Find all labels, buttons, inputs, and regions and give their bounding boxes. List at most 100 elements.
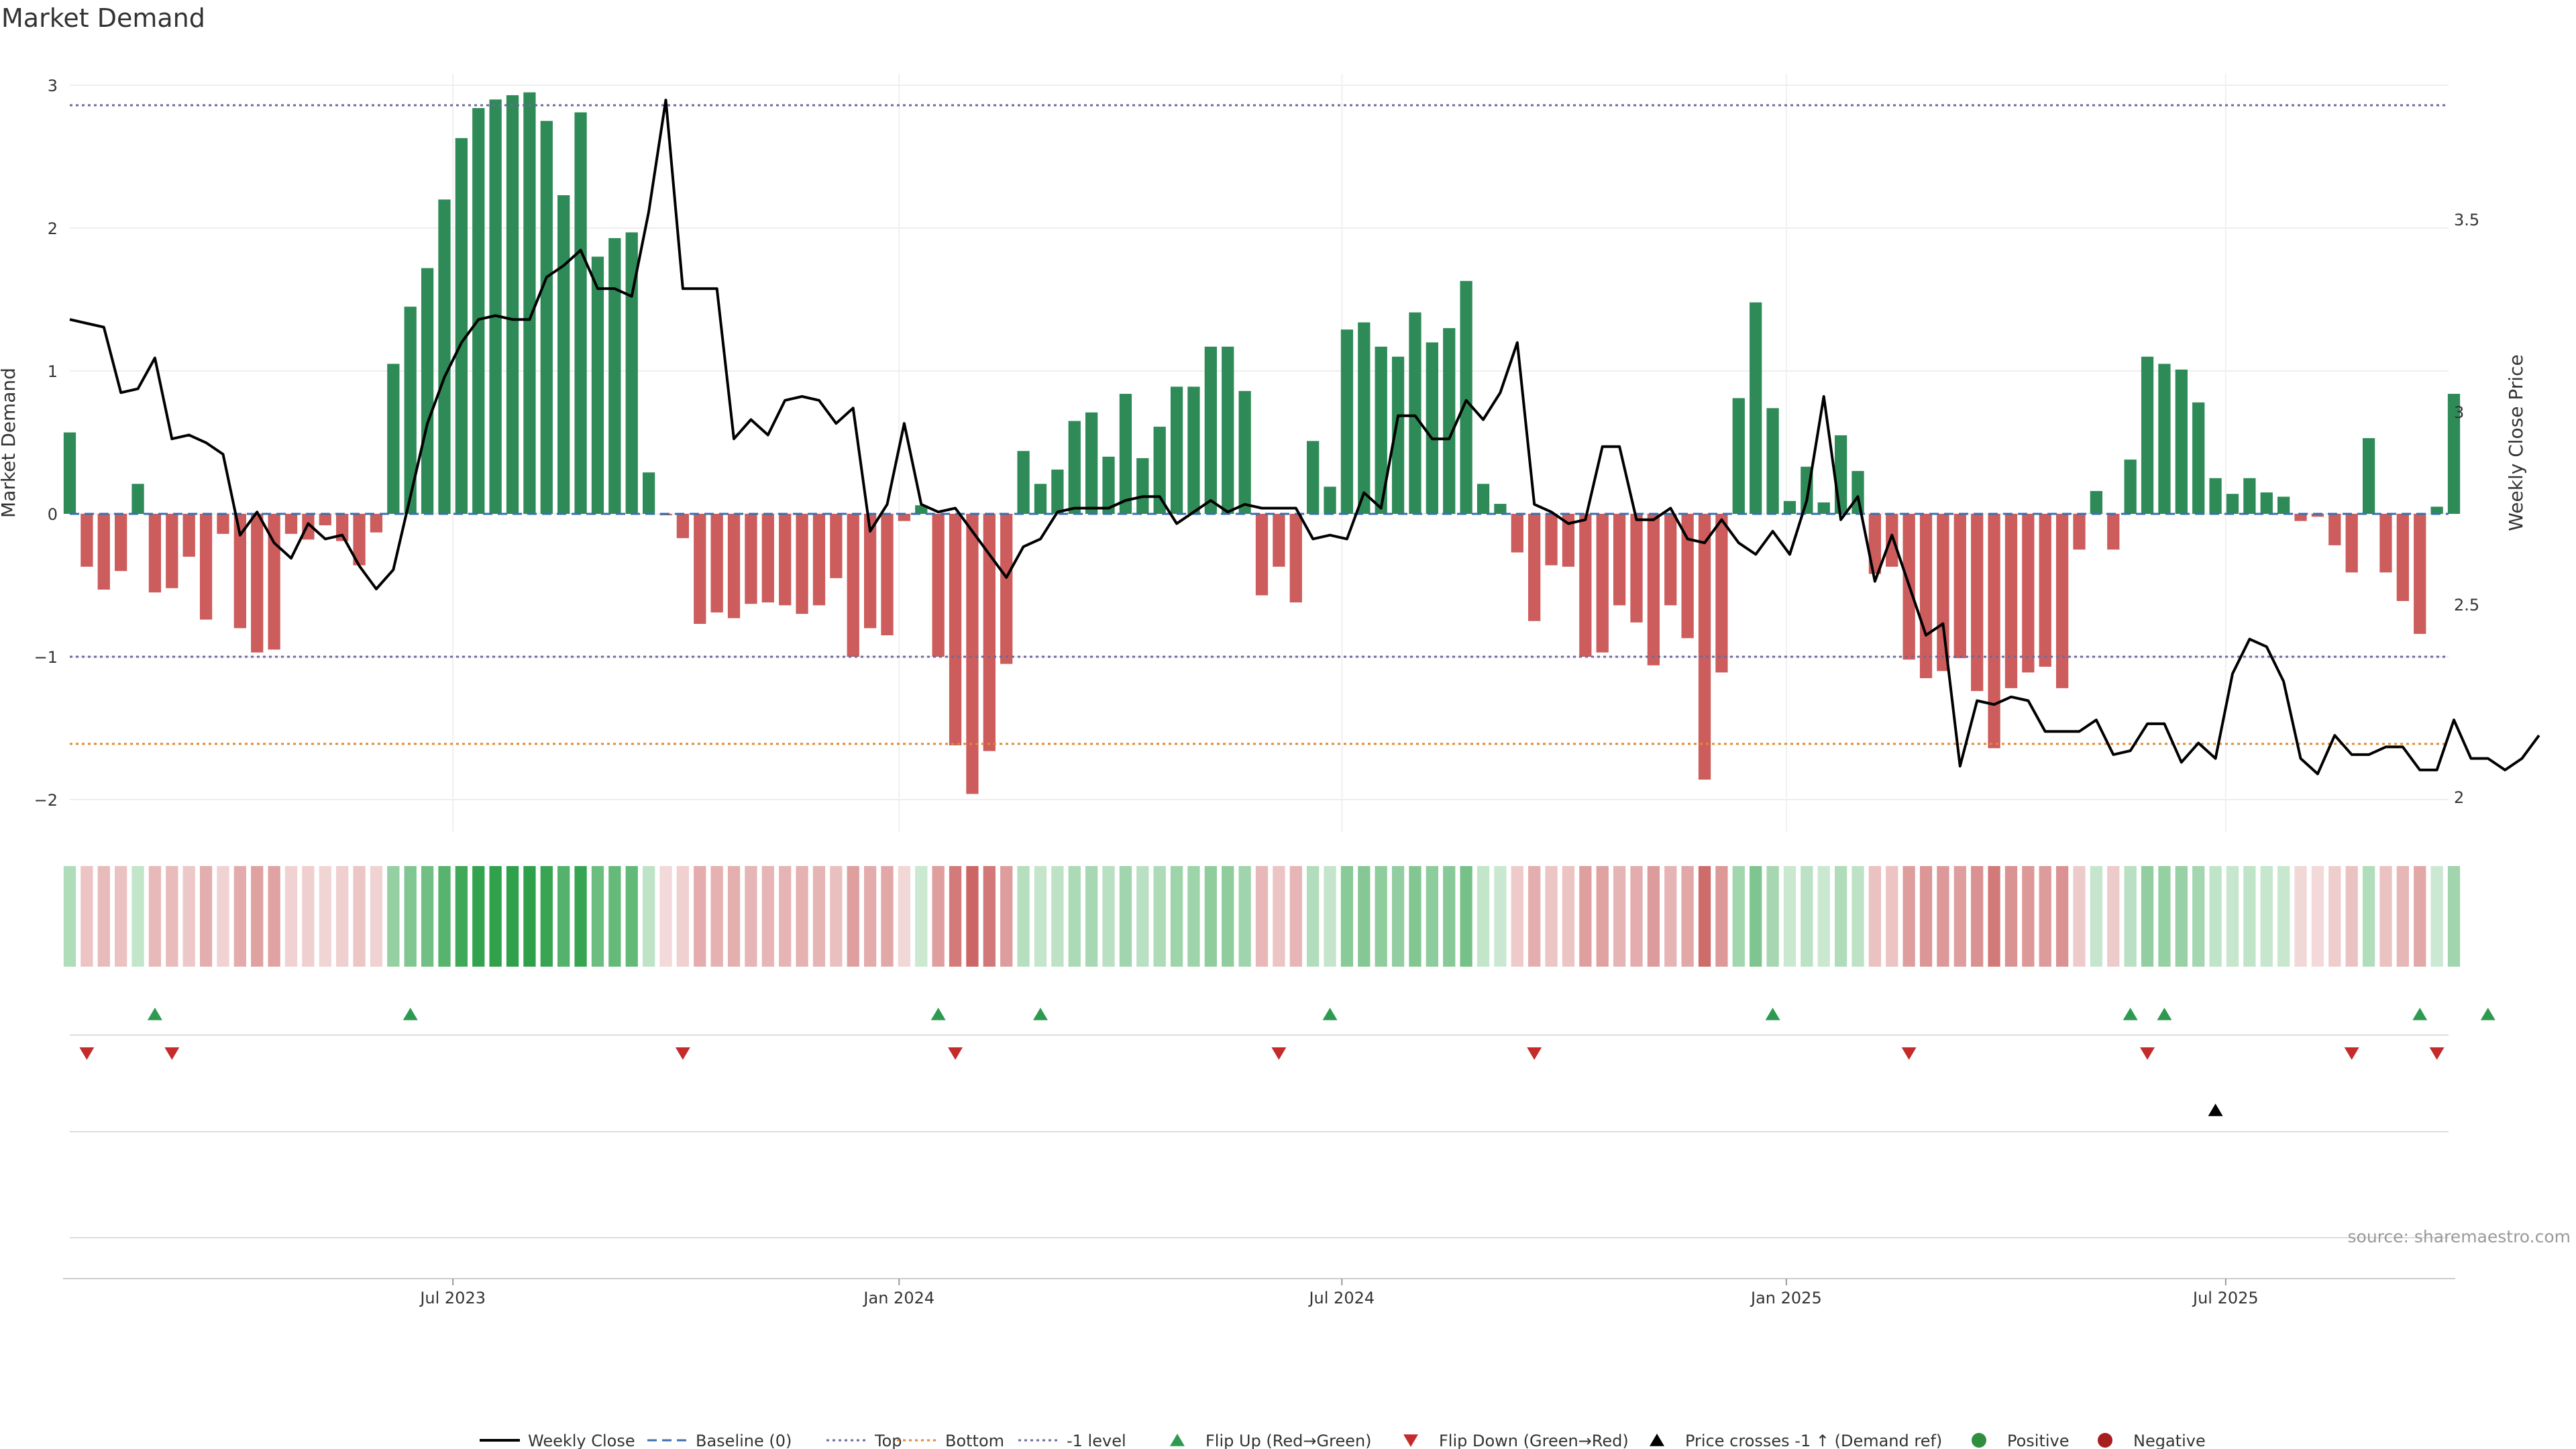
heat-cell xyxy=(608,866,621,967)
heat-cell xyxy=(1834,866,1847,967)
demand-bar xyxy=(97,514,110,590)
demand-bar xyxy=(898,514,911,521)
demand-bar xyxy=(949,514,962,746)
heat-cell xyxy=(1426,866,1438,967)
y-axis-label: Market Demand xyxy=(0,368,19,518)
heat-cell xyxy=(1732,866,1745,967)
demand-bar xyxy=(540,121,553,514)
heat-cell xyxy=(574,866,587,967)
heat-cell xyxy=(131,866,144,967)
demand-bar xyxy=(2328,514,2341,545)
demand-bar xyxy=(1732,398,1745,514)
demand-bar xyxy=(1528,514,1541,621)
heat-cell xyxy=(1170,866,1183,967)
demand-bar xyxy=(1358,322,1371,514)
y-tick-label: 0 xyxy=(48,505,58,524)
demand-bar xyxy=(2141,356,2154,514)
heat-cell xyxy=(932,866,945,967)
demand-bar xyxy=(489,99,502,515)
heat-cell xyxy=(2022,866,2035,967)
heat-cell xyxy=(676,866,690,967)
demand-bar xyxy=(966,514,979,794)
legend-item: Top xyxy=(826,1432,902,1449)
heat-cell xyxy=(2277,866,2290,967)
demand-bar xyxy=(1937,514,1949,672)
demand-bar xyxy=(1153,427,1166,514)
demand-bar xyxy=(2311,514,2324,517)
heat-cell xyxy=(1766,866,1779,967)
legend: Weekly Close Baseline (0) Top Bottom -1 leve… xyxy=(480,1432,2206,1449)
demand-bar xyxy=(727,514,741,619)
heat-cell xyxy=(1801,866,1813,967)
demand-bar xyxy=(1051,469,1064,514)
heat-cell xyxy=(966,866,979,967)
demand-bar xyxy=(761,514,774,603)
flip-up-marker xyxy=(930,1008,946,1020)
legend-marker xyxy=(1650,1434,1664,1446)
y2-tick-label: 3 xyxy=(2454,403,2464,422)
heat-cell xyxy=(1443,866,1456,967)
heat-cell xyxy=(1255,866,1269,967)
heat-cell xyxy=(1136,866,1149,967)
demand-bar xyxy=(983,514,996,751)
demand-bar xyxy=(1273,514,1285,567)
heat-cell xyxy=(1051,866,1064,967)
demand-bar xyxy=(302,514,315,540)
demand-bar xyxy=(2414,514,2426,634)
heat-cell xyxy=(80,866,93,967)
heat-cell xyxy=(1783,866,1796,967)
demand-bar xyxy=(1085,412,1098,514)
heat-cell xyxy=(1324,866,1336,967)
demand-bar xyxy=(1681,514,1694,639)
flip-down-marker xyxy=(2344,1047,2359,1060)
flip-up-marker xyxy=(147,1008,162,1020)
demand-bar xyxy=(812,514,826,606)
heat-cell xyxy=(949,866,962,967)
demand-bar xyxy=(353,514,366,566)
heat-cell xyxy=(1886,866,1898,967)
flip-up-marker xyxy=(1032,1008,1048,1020)
heat-cell xyxy=(1102,866,1115,967)
price-cross-marker xyxy=(2208,1104,2223,1116)
demand-bar xyxy=(1170,386,1183,514)
demand-bar xyxy=(421,268,434,514)
demand-bar xyxy=(2277,496,2290,514)
demand-bar xyxy=(268,514,280,650)
demand-bar xyxy=(1511,514,1523,553)
demand-bar xyxy=(148,514,162,593)
demand-bar xyxy=(1988,514,2000,749)
heat-cell xyxy=(97,866,110,967)
legend-marker xyxy=(2098,1433,2112,1448)
heat-cell xyxy=(1222,866,1234,967)
demand-bar xyxy=(694,514,706,625)
legend-label: Flip Down (Green→Red) xyxy=(1439,1432,1629,1449)
demand-bar xyxy=(506,95,519,514)
heat-cell xyxy=(898,866,911,967)
demand-bar xyxy=(1698,514,1711,780)
heat-cell xyxy=(1868,866,1882,967)
demand-bar xyxy=(1562,514,1575,567)
demand-bar xyxy=(847,514,859,657)
heat-cell xyxy=(1988,866,2000,967)
demand-bar xyxy=(915,505,928,514)
heat-cell xyxy=(642,866,655,967)
y2-axis-label: Weekly Close Price xyxy=(2505,354,2527,531)
demand-heat-strip xyxy=(63,866,2461,967)
legend-marker xyxy=(1972,1433,1986,1448)
heat-cell xyxy=(63,866,76,967)
legend-label: Price crosses -1 ↑ (Demand ref) xyxy=(1685,1432,1942,1449)
heat-cell xyxy=(1971,866,1984,967)
demand-bar xyxy=(1324,486,1336,514)
demand-bar xyxy=(574,112,587,515)
demand-bar xyxy=(1886,514,1898,567)
demand-bar xyxy=(1919,514,1933,678)
flip-up-marker xyxy=(2480,1008,2496,1020)
flip-down-marker xyxy=(1901,1047,1917,1060)
y2-tick-label: 2.5 xyxy=(2454,596,2479,614)
flip-marker-panel xyxy=(70,1008,2496,1060)
demand-bar xyxy=(2175,369,2188,514)
demand-bar xyxy=(1851,471,1864,514)
heat-cell xyxy=(1477,866,1490,967)
demand-bar xyxy=(217,514,229,534)
heat-cell xyxy=(421,866,434,967)
